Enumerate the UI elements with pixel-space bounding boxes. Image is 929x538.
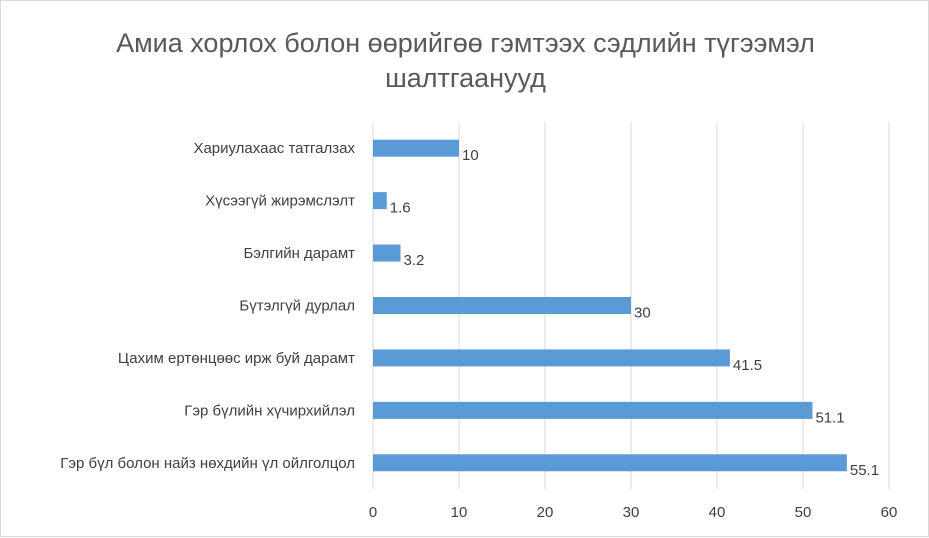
x-tick-label: 20 bbox=[537, 504, 554, 521]
data-label: 41.5 bbox=[733, 357, 762, 374]
data-label: 3.2 bbox=[404, 252, 425, 269]
x-tick-label: 30 bbox=[623, 504, 640, 521]
category-label: Цахим ертөнцөөс ирж буй дарамт bbox=[118, 350, 355, 367]
bar bbox=[373, 244, 401, 262]
category-label: Гэр бүлийн хүчирхийлэл bbox=[184, 402, 355, 419]
x-tick-label: 0 bbox=[369, 504, 377, 521]
data-label: 55.1 bbox=[850, 462, 879, 479]
bar bbox=[373, 139, 459, 157]
bar bbox=[373, 349, 730, 367]
category-label: Бүтэлгүй дурлал bbox=[239, 298, 355, 315]
x-tick-label: 60 bbox=[881, 504, 898, 521]
category-label: Хариулахаас татгалзах bbox=[193, 140, 355, 157]
data-label: 30 bbox=[634, 305, 651, 322]
data-label: 1.6 bbox=[390, 200, 411, 217]
category-label: Хүсээгүй жирэмслэлт bbox=[205, 193, 355, 210]
x-tick-label: 40 bbox=[709, 504, 726, 521]
chart-title-line-2: шалтгаанууд bbox=[385, 63, 546, 93]
chart-title-line-1: Амиа хорлох болон өөрийгөө гэмтээх сэдли… bbox=[116, 28, 815, 58]
x-tick-label: 10 bbox=[451, 504, 468, 521]
bar bbox=[373, 297, 631, 314]
category-label: Гэр бүл болон найз нөхдийн үл ойлголцол bbox=[60, 455, 355, 472]
data-label: 10 bbox=[462, 147, 479, 164]
bar bbox=[373, 401, 813, 419]
bar bbox=[373, 192, 387, 210]
x-tick-label: 50 bbox=[795, 504, 812, 521]
data-label: 51.1 bbox=[815, 409, 844, 426]
category-label: Бэлгийн дарамт bbox=[243, 245, 355, 262]
bar bbox=[373, 454, 847, 472]
